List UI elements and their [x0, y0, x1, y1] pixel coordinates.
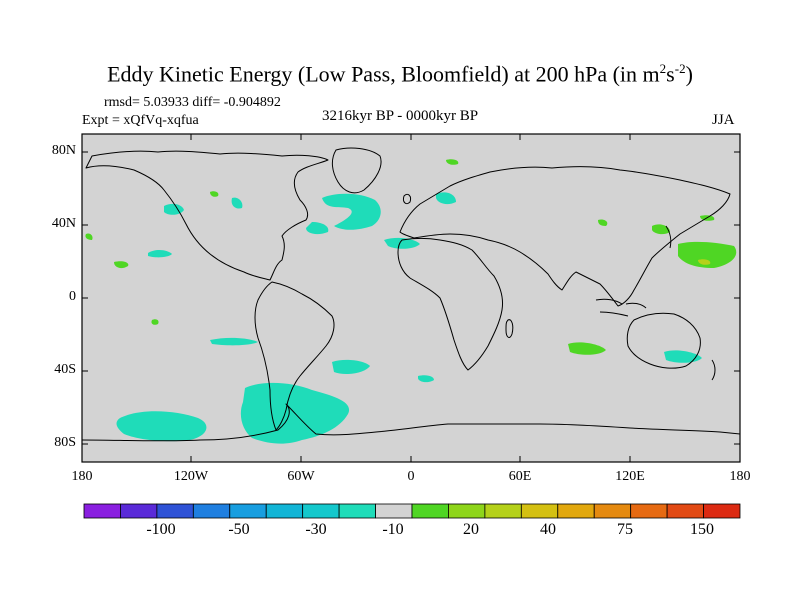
x-label-180e: 180 [729, 469, 751, 484]
experiment-label: Expt = xQfVq-xqfua [82, 113, 199, 128]
anomaly-indian-ocean [568, 342, 606, 355]
anomaly-northwest-pacific-core [698, 259, 711, 265]
anomaly-northwest-pacific [678, 241, 737, 268]
colorbar-box [229, 503, 267, 519]
season-label: JJA [712, 112, 735, 128]
colorbar-box [630, 503, 668, 519]
coast-europe-asia [399, 166, 731, 307]
colorbar-box [520, 503, 559, 519]
coast-greenland [331, 147, 382, 194]
y-label-0: 0 [69, 289, 76, 304]
colorbar-box [703, 503, 741, 519]
colorbar-box [192, 503, 231, 519]
x-label-60w: 60W [287, 469, 315, 484]
positive-anomaly-regions [85, 159, 737, 355]
y-label-40n: 40N [51, 216, 76, 231]
anomaly-west-coast [85, 233, 93, 240]
anomaly-south-atlantic-mid [332, 359, 370, 374]
anomaly-south-pacific [116, 411, 207, 442]
anomaly-siberia [598, 219, 608, 226]
colorbar-label: -50 [228, 521, 250, 538]
colorbar-box [557, 503, 595, 519]
colorbar-box [484, 503, 522, 519]
colorbar-label: 20 [463, 521, 479, 538]
coast-south-america [254, 281, 335, 431]
anomaly-south-pacific-small [151, 319, 159, 325]
colorbar-label: -30 [305, 521, 327, 538]
anomaly-canada [231, 197, 243, 209]
anomaly-arctic [446, 159, 459, 165]
x-label-180w: 180 [71, 469, 93, 484]
axis-ticks [82, 134, 740, 462]
anomaly-mid-atlantic [306, 222, 329, 235]
anomaly-gulf-of-mexico [148, 250, 172, 258]
y-label-80s: 80S [54, 435, 76, 450]
colorbar-label: 150 [690, 521, 714, 538]
coast-japan [665, 225, 672, 249]
y-label-80n: 80N [51, 143, 76, 158]
anomaly-pacific-east [114, 261, 129, 269]
coast-africa [397, 238, 503, 371]
coast-antarctica [82, 403, 740, 442]
colorbar-box [302, 503, 340, 519]
coast-british-isles [403, 193, 411, 205]
coast-north-america [85, 150, 329, 281]
positive-high-anomaly-regions [698, 259, 711, 265]
coast-indonesia [595, 298, 647, 317]
colorbar-box [375, 503, 413, 519]
colorbar-box [120, 503, 158, 519]
coast-madagascar [505, 319, 514, 338]
colorbar-box [593, 503, 632, 519]
map-background [82, 134, 740, 462]
colorbar-label: -10 [382, 521, 404, 538]
x-label-120e: 120E [615, 469, 645, 484]
anomaly-atlantic-small [210, 191, 219, 197]
colorbar-label: -100 [146, 521, 176, 538]
coast-new-zealand [711, 359, 716, 381]
period-label: 3216kyr BP - 0000kyr BP [322, 108, 479, 124]
anomaly-southeast-pacific [210, 337, 258, 346]
anomaly-mediterranean [384, 237, 420, 249]
colorbar [83, 503, 741, 519]
colorbar-box [156, 503, 194, 519]
coastlines [82, 147, 740, 442]
colorbar-box [265, 503, 304, 519]
anomaly-north-sea [436, 192, 456, 205]
x-label-0: 0 [407, 469, 415, 484]
colorbar-label: 40 [540, 521, 556, 538]
colorbar-box [666, 503, 704, 519]
anomaly-japan [652, 224, 670, 235]
colorbar-box [448, 503, 486, 519]
anomaly-south-atlantic-east [418, 375, 434, 383]
anomaly-tasman-sea [664, 350, 702, 363]
colorbar-box [411, 503, 449, 519]
colorbar-label: 75 [617, 521, 633, 538]
y-label-40s: 40S [54, 362, 76, 377]
anomaly-north-atlantic [322, 193, 381, 230]
colorbar-box [83, 503, 121, 519]
x-label-120w: 120W [173, 469, 209, 484]
x-label-60e: 60E [508, 469, 532, 484]
colorbar-box [338, 503, 376, 519]
plot-title: Eddy Kinetic Energy (Low Pass, Bloomfiel… [107, 61, 693, 87]
rmsd-diff-label: rmsd= 5.03933 diff= -0.904892 [104, 95, 281, 110]
coast-australia [626, 312, 701, 369]
